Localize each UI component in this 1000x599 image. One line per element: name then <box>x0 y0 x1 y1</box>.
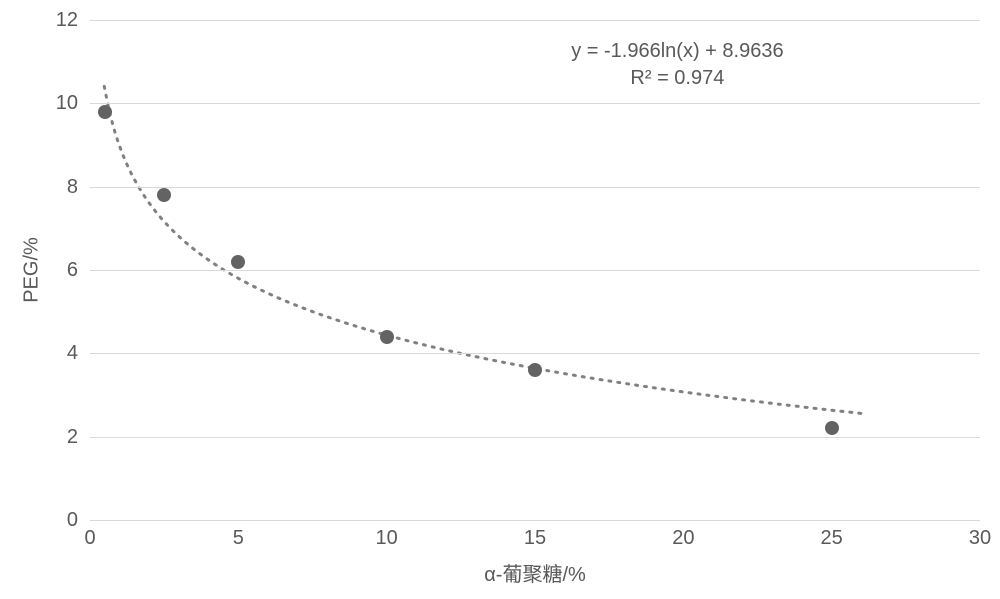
trendline <box>104 86 861 413</box>
x-tick-label: 10 <box>376 528 398 548</box>
x-tick-label: 25 <box>821 528 843 548</box>
x-tick-label: 30 <box>969 528 991 548</box>
chart-container: PEG/% α-葡聚糖/% y = -1.966ln(x) + 8.9636 R… <box>0 0 1000 599</box>
data-point <box>231 255 245 269</box>
y-axis-title: PEG/% <box>21 237 44 303</box>
data-point <box>528 363 542 377</box>
gridline-h <box>90 270 980 271</box>
y-tick-label: 0 <box>67 510 78 530</box>
y-tick-label: 2 <box>67 427 78 447</box>
equation-box: y = -1.966ln(x) + 8.9636 R² = 0.974 <box>571 38 783 92</box>
y-tick-label: 12 <box>56 10 78 30</box>
data-point <box>380 330 394 344</box>
equation-line2: R² = 0.974 <box>571 65 783 92</box>
x-tick-label: 20 <box>672 528 694 548</box>
equation-line1: y = -1.966ln(x) + 8.9636 <box>571 38 783 65</box>
gridline-h <box>90 187 980 188</box>
y-tick-label: 8 <box>67 177 78 197</box>
x-tick-label: 15 <box>524 528 546 548</box>
plot-area <box>90 20 980 520</box>
gridline-h <box>90 437 980 438</box>
x-axis-title: α-葡聚糖/% <box>484 558 586 587</box>
data-point <box>98 105 112 119</box>
gridline-h <box>90 20 980 21</box>
x-tick-label: 5 <box>233 528 244 548</box>
data-point <box>825 421 839 435</box>
y-tick-label: 4 <box>67 343 78 363</box>
data-point <box>157 188 171 202</box>
y-tick-label: 6 <box>67 260 78 280</box>
gridline-h <box>90 353 980 354</box>
gridline-h <box>90 103 980 104</box>
gridline-h <box>90 520 980 521</box>
x-tick-label: 0 <box>84 528 95 548</box>
y-tick-label: 10 <box>56 93 78 113</box>
